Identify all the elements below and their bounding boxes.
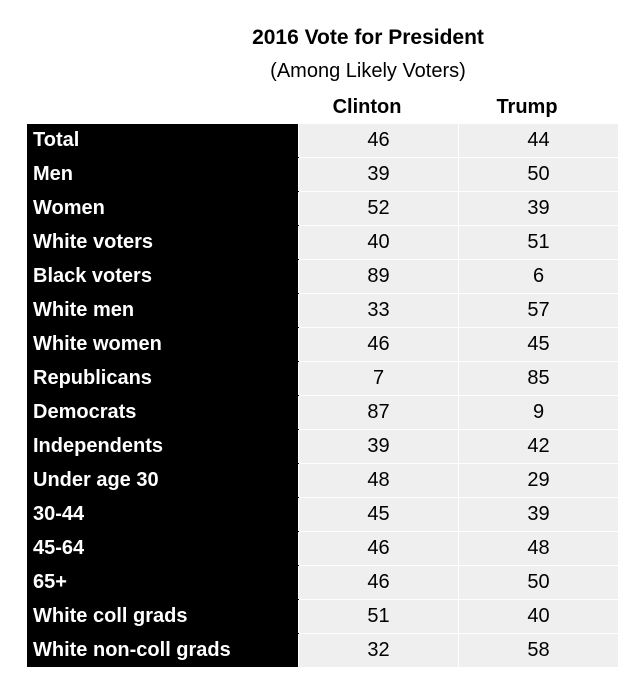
cell-clinton: 46 [298,531,459,566]
table-row: Independents 39 42 [27,429,618,464]
cell-clinton: 48 [298,463,459,498]
cell-trump: 29 [458,463,618,498]
cell-clinton: 46 [298,327,459,362]
cell-clinton: 89 [298,259,459,294]
column-header-trump: Trump [496,96,558,118]
chart-subtitle: (Among Likely Voters) [270,60,466,82]
cell-trump: 58 [458,633,618,667]
cell-trump: 48 [458,531,618,566]
vote-table-body: Total 46 44 Men 39 50 Women 52 39 White voters 40 5… [27,124,618,667]
table-row: Total 46 44 [27,124,618,158]
table-row: White coll grads 51 40 [27,599,618,634]
cell-trump: 6 [458,259,618,294]
table-row: Republicans 7 85 [27,361,618,396]
cell-clinton: 33 [298,293,459,328]
row-label: White non-coll grads [27,633,299,667]
row-label: Men [27,157,299,192]
cell-clinton: 46 [298,565,459,600]
cell-clinton: 32 [298,633,459,667]
row-label: Total [27,124,299,158]
cell-clinton: 39 [298,429,459,464]
vote-table: Total 46 44 Men 39 50 Women 52 39 White voters 40 5… [27,124,618,667]
row-label: 65+ [27,565,299,600]
cell-trump: 57 [458,293,618,328]
table-row: White men 33 57 [27,293,618,328]
cell-trump: 42 [458,429,618,464]
cell-trump: 45 [458,327,618,362]
table-row: 45-64 46 48 [27,531,618,566]
cell-clinton: 39 [298,157,459,192]
row-label: 30-44 [27,497,299,532]
chart-title: 2016 Vote for President [252,26,484,49]
cell-clinton: 7 [298,361,459,396]
row-label: Democrats [27,395,299,430]
table-row: Women 52 39 [27,191,618,226]
cell-clinton: 45 [298,497,459,532]
cell-clinton: 52 [298,191,459,226]
cell-trump: 9 [458,395,618,430]
cell-clinton: 87 [298,395,459,430]
row-label: Independents [27,429,299,464]
cell-trump: 50 [458,565,618,600]
row-label: Under age 30 [27,463,299,498]
cell-clinton: 40 [298,225,459,260]
cell-clinton: 46 [298,124,459,158]
row-label: Women [27,191,299,226]
row-label: Black voters [27,259,299,294]
table-row: White non-coll grads 32 58 [27,633,618,667]
row-label: Republicans [27,361,299,396]
table-row: Men 39 50 [27,157,618,192]
table-row: White women 46 45 [27,327,618,362]
column-header-clinton: Clinton [332,96,402,118]
cell-trump: 39 [458,191,618,226]
row-label: White voters [27,225,299,260]
cell-trump: 44 [458,124,618,158]
cell-trump: 40 [458,599,618,634]
cell-trump: 51 [458,225,618,260]
table-row: Under age 30 48 29 [27,463,618,498]
row-label: 45-64 [27,531,299,566]
row-label: White coll grads [27,599,299,634]
table-row: Democrats 87 9 [27,395,618,430]
table-row: 65+ 46 50 [27,565,618,600]
cell-trump: 39 [458,497,618,532]
table-row: White voters 40 51 [27,225,618,260]
table-row: Black voters 89 6 [27,259,618,294]
cell-clinton: 51 [298,599,459,634]
table-row: 30-44 45 39 [27,497,618,532]
row-label: White men [27,293,299,328]
cell-trump: 50 [458,157,618,192]
cell-trump: 85 [458,361,618,396]
row-label: White women [27,327,299,362]
